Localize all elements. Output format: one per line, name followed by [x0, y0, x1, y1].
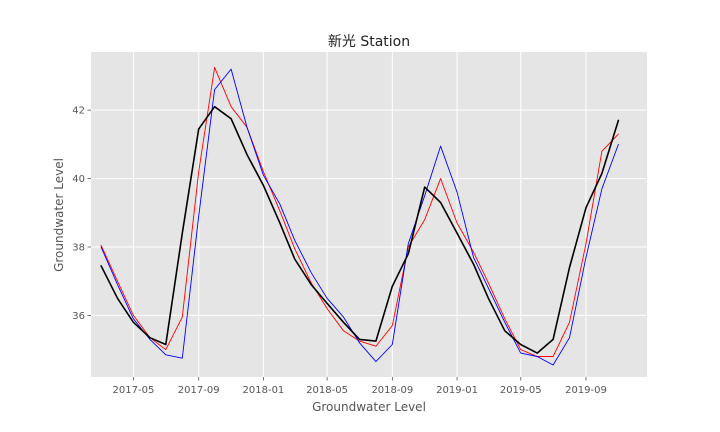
y-tick-label: 40 — [72, 174, 85, 185]
x-tick-label: 2018-09 — [371, 385, 413, 396]
x-tick-label: 2019-01 — [436, 385, 478, 396]
series-line-2 — [100, 68, 619, 366]
y-axis-label: Groundwater Level — [52, 158, 66, 272]
chart-title: 新光 Station — [328, 34, 410, 50]
y-tick-label: 36 — [72, 311, 85, 322]
x-tick-labels: 2017-05 2017-09 2018-01 2018-05 2018-09 2019-… — [113, 377, 607, 396]
series-group — [100, 66, 620, 366]
y-tick-label: 42 — [72, 106, 85, 117]
x-tick-label: 2019-05 — [500, 385, 542, 396]
x-tick-label: 2018-01 — [243, 385, 285, 396]
series-line-3 — [100, 105, 620, 354]
x-tick-label: 2018-05 — [306, 385, 348, 396]
x-tick-label: 2019-09 — [565, 385, 607, 396]
y-tick-label: 38 — [72, 243, 85, 254]
x-tick-label: 2017-09 — [178, 385, 220, 396]
plot-background — [91, 52, 647, 377]
series-line-1 — [100, 66, 619, 357]
x-tick-label: 2017-05 — [113, 385, 155, 396]
x-axis-label: Groundwater Level — [312, 400, 426, 414]
y-tick-labels: 36 38 40 42 — [72, 106, 91, 322]
